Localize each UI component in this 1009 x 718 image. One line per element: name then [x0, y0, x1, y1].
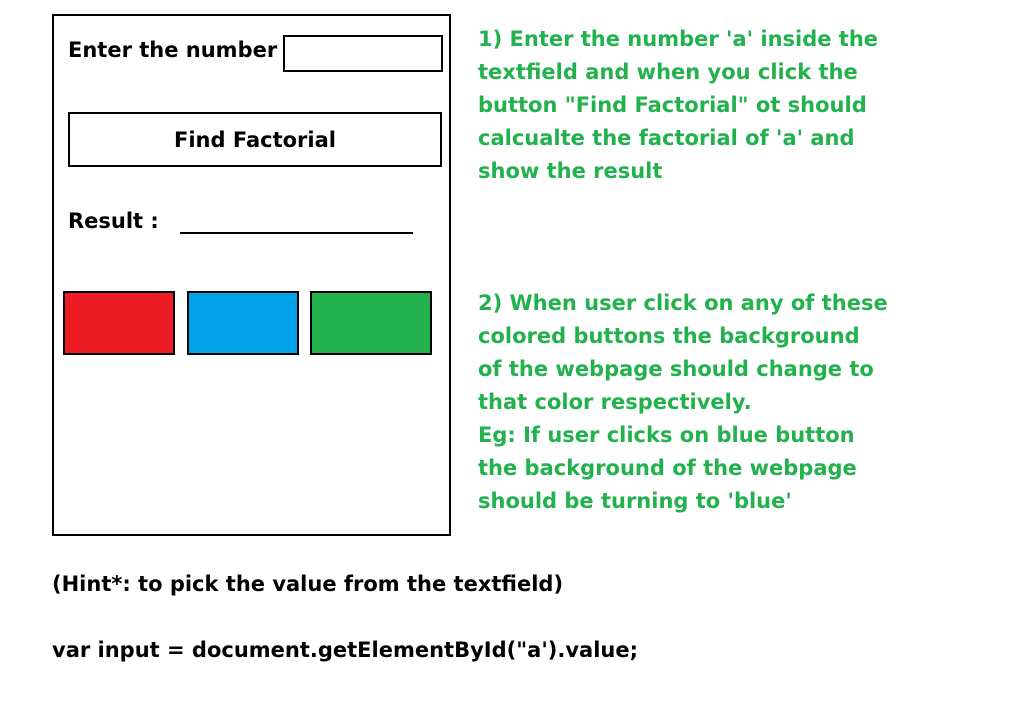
code-snippet: var input = document.getElementById("a')…	[52, 638, 638, 662]
instruction-line: colored buttons the background	[478, 324, 860, 348]
instruction-line: 1) Enter the number 'a' inside the	[478, 27, 879, 51]
instruction-line: button "Find Factorial" ot should	[478, 93, 867, 117]
instruction-note-2: 2) When user click on any of these color…	[478, 287, 888, 518]
instruction-line: the background of the webpage	[478, 456, 857, 480]
instruction-line: that color respectively.	[478, 390, 752, 414]
enter-number-label: Enter the number	[68, 38, 278, 62]
instruction-note-1: 1) Enter the number 'a' inside the textf…	[478, 23, 878, 188]
instruction-line: Eg: If user clicks on blue button	[478, 423, 855, 447]
blue-color-button[interactable]	[187, 291, 299, 355]
instruction-line: 2) When user click on any of these	[478, 291, 888, 315]
instruction-line: should be turning to 'blue'	[478, 489, 792, 513]
result-output-line	[180, 232, 413, 234]
instruction-line: of the webpage should change to	[478, 357, 874, 381]
hint-text: (Hint*: to pick the value from the textf…	[52, 572, 564, 596]
instruction-line: textfield and when you click the	[478, 60, 858, 84]
instruction-line: show the result	[478, 159, 663, 183]
number-input[interactable]	[283, 35, 443, 72]
red-color-button[interactable]	[63, 291, 175, 355]
result-label: Result :	[68, 209, 159, 233]
green-color-button[interactable]	[310, 291, 432, 355]
mockup-panel: Enter the number Find Factorial Result :	[52, 14, 451, 536]
find-factorial-button[interactable]: Find Factorial	[68, 112, 442, 167]
instruction-line: calcualte the factorial of 'a' and	[478, 126, 855, 150]
